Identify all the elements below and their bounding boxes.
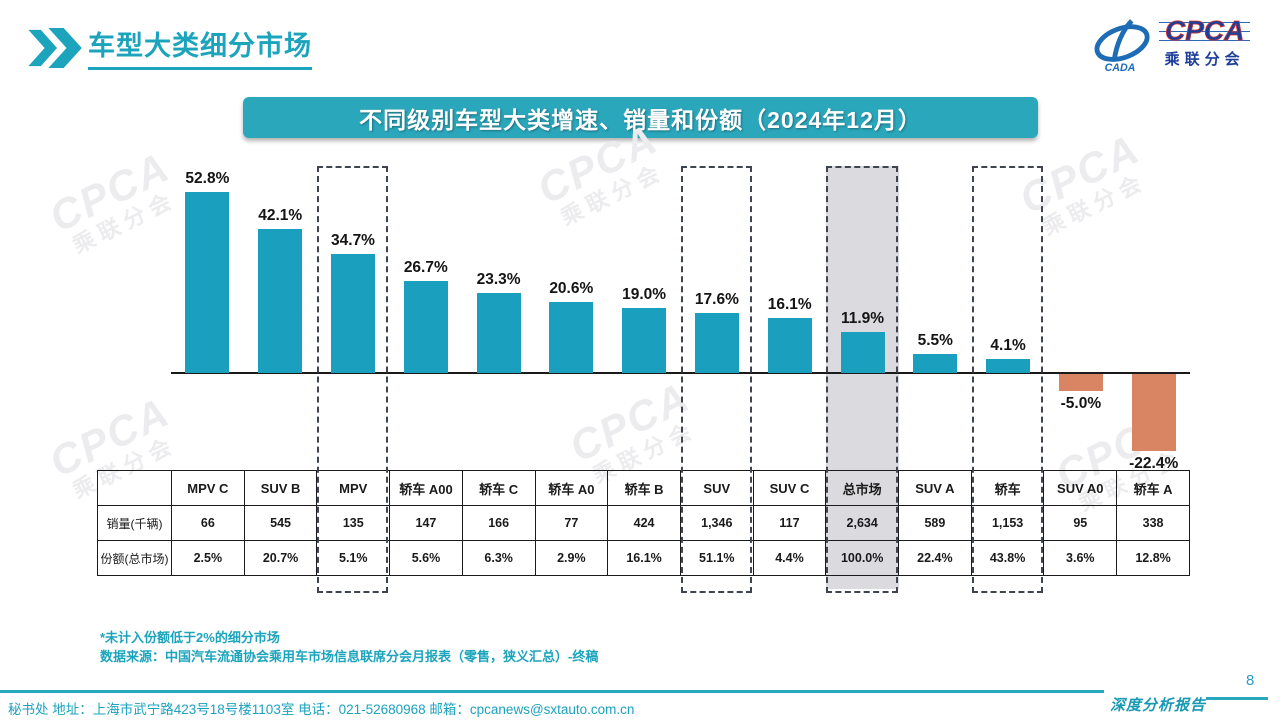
table-sales-row-cell-MPV C: 66 — [171, 505, 245, 541]
bar-SUV C — [767, 317, 812, 373]
bar-value-label-MPV: 34.7% — [331, 232, 375, 249]
table-header-row-cell-SUV B: SUV B — [243, 470, 318, 506]
logo-text-block: CPCA 乘联分会 — [1159, 15, 1251, 69]
footnote-1: *未计入份额低于2%的细分市场 — [100, 630, 280, 645]
table-share-row-cell-SUV B: 20.7% — [243, 540, 318, 576]
bar-value-label-总市场: 11.9% — [840, 310, 885, 328]
table-share-row-cell-总市场: 100.0% — [825, 540, 900, 576]
x-axis-line — [171, 372, 1190, 374]
table-sales-row-cell-轿车 B: 424 — [607, 505, 681, 541]
footer-divider-line — [0, 690, 1104, 693]
table-header-row-cell-轿车 B: 轿车 B — [607, 470, 681, 506]
table-sales-row-cell-SUV A0: 95 — [1043, 505, 1118, 541]
bar-SUV B — [258, 228, 303, 373]
page-number: 8 — [1246, 672, 1255, 689]
bar-value-label-SUV: 17.6% — [694, 290, 739, 308]
bar-value-label-SUV B: 42.1% — [258, 206, 303, 224]
table-share-row-cell-轿车 A0: 2.9% — [534, 540, 609, 576]
bar-SUV A0 — [1058, 374, 1103, 392]
bar-value-label-轿车 A: -22.4% — [1129, 454, 1179, 472]
table-sales-row-cell-SUV B: 545 — [243, 505, 318, 541]
bar-value-label-SUV C: 16.1% — [767, 295, 812, 313]
bar-轿车 A00 — [403, 281, 448, 373]
logo-cpca-text: CPCA — [1159, 15, 1251, 46]
table-sales-row-cell-轿车 A0: 77 — [534, 505, 609, 541]
footnote-2: 数据来源：中国汽车流通协会乘用车市场信息联席分会月报表（零售，狭义汇总）-终稿 — [100, 649, 599, 664]
table-header-row-cell-轿车 A00: 轿车 A00 — [389, 470, 463, 506]
bar-value-label-MPV C: 52.8% — [185, 169, 230, 187]
table-share-row-cell-轿车: 43.8% — [970, 540, 1045, 576]
chart-title: 不同级别车型大类增速、销量和份额（2024年12月） — [359, 106, 922, 133]
table-share-row-cell-SUV A: 22.4% — [898, 540, 972, 576]
table-sales-row-cell-轿车: 1,153 — [970, 505, 1045, 541]
table-sales-row-cell-SUV A: 589 — [898, 505, 972, 541]
bar-MPV — [331, 254, 375, 373]
footer-right-line — [1206, 697, 1268, 700]
table-sales-row-cell-SUV C: 117 — [752, 505, 827, 541]
table-header-row-cell-SUV: SUV — [679, 470, 754, 506]
table-header-row-cell-轿车 A: 轿车 A — [1116, 470, 1190, 506]
double-chevron-icon — [28, 28, 82, 68]
bar-value-label-SUV A: 5.5% — [917, 332, 953, 350]
table-header-row-cell-SUV C: SUV C — [752, 470, 827, 506]
table-sales-row-cell-MPV: 135 — [316, 505, 391, 541]
table-share-row-cell-SUV A0: 3.6% — [1043, 540, 1118, 576]
table-share-row-cell-轿车 B: 16.1% — [607, 540, 681, 576]
bar-SUV — [694, 312, 739, 373]
bar-轿车 A — [1131, 374, 1176, 451]
bar-value-label-SUV A0: -5.0% — [1060, 395, 1102, 413]
table-header-row-cell-总市场: 总市场 — [825, 470, 900, 506]
bar-轿车 C — [476, 293, 521, 373]
table-sales-row-label: 销量(千辆) — [97, 505, 172, 541]
table-share-row-cell-轿车 C: 6.3% — [461, 540, 536, 576]
table-share-row-cell-轿车 A00: 5.6% — [389, 540, 463, 576]
table-share-row-label: 份额(总市场) — [97, 540, 172, 576]
table-sales-row-cell-轿车 A00: 147 — [389, 505, 463, 541]
table-header-row-label — [97, 470, 172, 506]
table-share-row-cell-SUV: 51.1% — [679, 540, 754, 576]
table-header-row: MPV C SUV B MPV 轿车 A00 轿车 C 轿车 A0 轿车 B SUV SUV C… — [97, 470, 1190, 506]
logo-subtitle: 乘联分会 — [1164, 51, 1245, 68]
chart-title-banner: 不同级别车型大类增速、销量和份额（2024年12月） — [243, 97, 1038, 138]
bar-轿车 B — [622, 307, 667, 373]
table-header-row-cell-MPV C: MPV C — [171, 470, 245, 506]
footnotes: *未计入份额低于2%的细分市场 数据来源：中国汽车流通协会乘用车市场信息联席分会… — [100, 628, 598, 666]
table-header-row-cell-轿车: 轿车 — [970, 470, 1045, 506]
table-sales-row-cell-SUV: 1,346 — [679, 505, 754, 541]
footer-contact: 秘书处 地址：上海市武宁路423号18号楼1103室 电话：021-526809… — [8, 702, 635, 717]
cada-swoosh-icon: CADA — [1094, 19, 1150, 74]
table-header-row-cell-轿车 C: 轿车 C — [461, 470, 536, 506]
table-share-row-cell-轿车 A: 12.8% — [1116, 540, 1190, 576]
bar-MPV C — [185, 191, 230, 373]
bar-轿车 A0 — [549, 302, 594, 373]
cpca-logo: CADA CPCA 乘联分会 — [1093, 15, 1251, 74]
table-header-row-cell-SUV A0: SUV A0 — [1043, 470, 1118, 506]
table-header-row-cell-MPV: MPV — [316, 470, 391, 506]
bar-value-label-轿车 B: 19.0% — [622, 285, 667, 303]
data-table: MPV C SUV B MPV 轿车 A00 轿车 C 轿车 A0 轿车 B SUV SUV C… — [97, 470, 1190, 576]
table-share-row-cell-SUV C: 4.4% — [752, 540, 827, 576]
table-share-row: 份额(总市场) 2.5% 20.7% 5.1% 5.6% 6.3% 2.9% 16.1% 51.… — [97, 540, 1190, 576]
table-sales-row-cell-总市场: 2,634 — [825, 505, 900, 541]
bar-value-label-轿车: 4.1% — [990, 336, 1026, 354]
table-share-row-cell-MPV C: 2.5% — [171, 540, 245, 576]
page-title: 车型大类细分市场 — [88, 24, 312, 70]
bar-value-label-轿车 A00: 26.7% — [403, 259, 448, 277]
table-header-row-cell-SUV A: SUV A — [898, 470, 972, 506]
table-sales-row-cell-轿车 C: 166 — [461, 505, 536, 541]
table-share-row-cell-MPV: 5.1% — [316, 540, 391, 576]
bar-value-label-轿车 C: 23.3% — [476, 271, 521, 289]
cada-text: CADA — [1105, 62, 1136, 74]
table-sales-row: 销量(千辆) 66 545 135 147 166 77 424 1,346 117 2,634 58… — [97, 505, 1190, 541]
table-sales-row-cell-轿车 A: 338 — [1116, 505, 1190, 541]
bar-value-label-轿车 A0: 20.6% — [549, 280, 594, 298]
table-header-row-cell-轿车 A0: 轿车 A0 — [534, 470, 609, 506]
bar-总市场 — [840, 332, 885, 373]
bar-SUV A — [913, 354, 958, 373]
report-label: 深度分析报告 — [1110, 696, 1207, 714]
bar-轿车 — [986, 358, 1031, 373]
